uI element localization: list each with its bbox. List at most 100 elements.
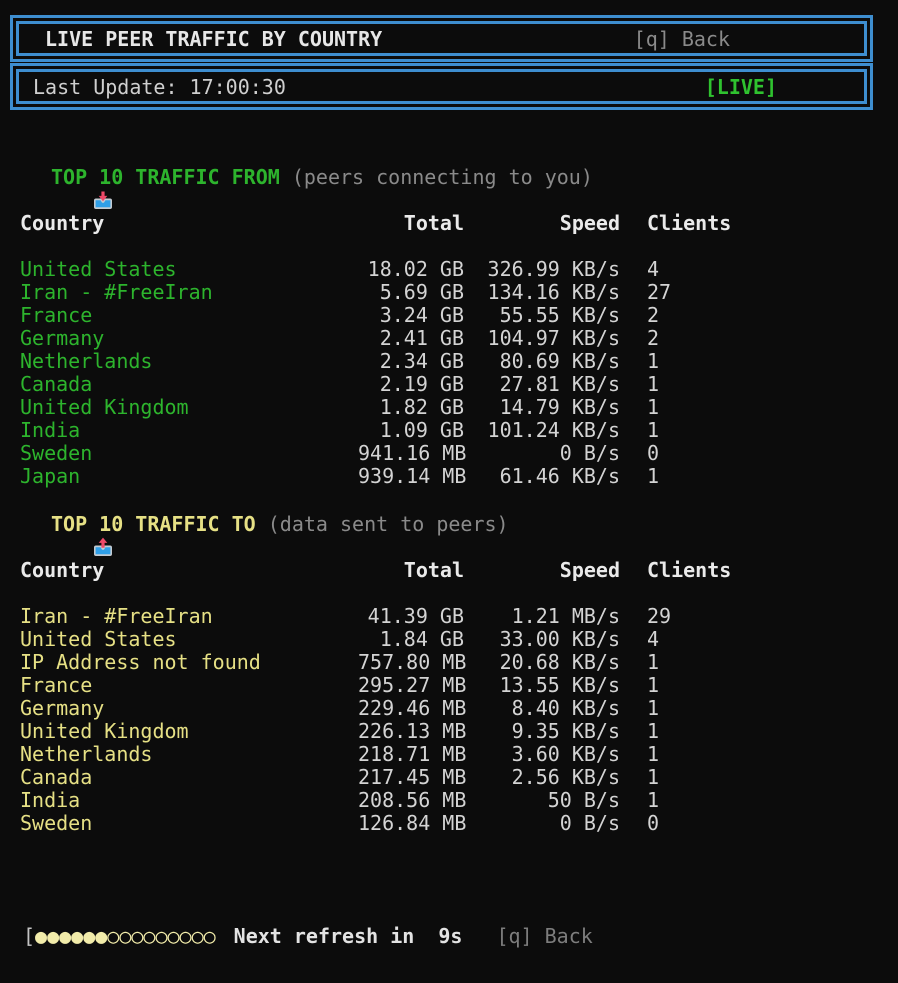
refresh-progress-dots: ●●●●●●○○○○○○○○○ [35,924,216,948]
total-cell: 226.13 MB [358,719,467,743]
total-cell: 218.71 MB [358,742,467,766]
clients-cell: 1 [647,765,660,789]
table-row: Germany 229.46 MB 8.40 KB/s 1 [20,697,898,720]
country-cell: United Kingdom [20,719,189,743]
live-badge: [LIVE] [704,74,777,99]
speed-cell: 9.35 KB/s [511,719,620,743]
speed-cell: 2.56 KB/s [511,765,620,789]
clients-cell: 1 [647,788,660,812]
clients-cell: 1 [647,650,660,674]
table-row: Iran - #FreeIran 41.39 GB 1.21 MB/s 29 [20,605,898,628]
column-header-clients: Clients [647,211,732,235]
table-row: France 295.27 MB 13.55 KB/s 1 [20,674,898,697]
clients-cell: 4 [647,627,660,651]
total-cell: 941.16 MB [358,441,467,465]
progress-bracket-open: [ [23,924,36,948]
column-header-speed: Speed [559,211,620,235]
speed-cell: 20.68 KB/s [499,650,620,674]
section-traffic-to-heading: TOP 10 TRAFFIC TO (data sent to peers) [20,511,898,556]
spacer [256,513,268,536]
country-cell: India [20,418,81,442]
clients-cell: 2 [647,326,660,350]
country-cell: Iran - #FreeIran [20,604,213,628]
total-cell: 1.82 GB [379,395,464,419]
clients-cell: 1 [647,742,660,766]
country-cell: Iran - #FreeIran [20,280,213,304]
total-cell: 2.19 GB [379,372,464,396]
speed-cell: 326.99 KB/s [487,257,620,281]
clients-cell: 1 [647,418,660,442]
column-header-country: Country [20,211,105,235]
speed-cell: 101.24 KB/s [487,418,620,442]
total-cell: 3.24 GB [379,303,464,327]
table-row: Sweden 126.84 MB 0 B/s 0 [20,812,898,835]
clients-cell: 1 [647,696,660,720]
clients-cell: 1 [647,673,660,697]
country-cell: United Kingdom [20,395,189,419]
column-header-total: Total [403,211,464,235]
table-row: Iran - #FreeIran 5.69 GB 134.16 KB/s 27 [20,281,898,304]
country-cell: France [20,303,93,327]
status-box: Last Update: 17:00:30 [LIVE] [10,63,873,110]
table-row: IP Address not found 757.80 MB 20.68 KB/… [20,651,898,674]
total-cell: 1.84 GB [379,627,464,651]
table-row: Sweden 941.16 MB 0 B/s 0 [20,442,898,465]
column-header-country: Country [20,558,105,582]
clients-cell: 0 [647,441,660,465]
table-row: Germany 2.41 GB 104.97 KB/s 2 [20,327,898,350]
footer-back-hint[interactable]: [q] Back [496,924,593,948]
table-row: Japan 939.14 MB 61.46 KB/s 1 [20,465,898,488]
clients-cell: 27 [647,280,672,304]
inbox-tray-icon [20,166,113,209]
country-cell: France [20,673,93,697]
table-row: Canada 217.45 MB 2.56 KB/s 1 [20,766,898,789]
clients-cell: 1 [647,395,660,419]
speed-cell: 0 B/s [559,441,620,465]
total-cell: 126.84 MB [358,811,467,835]
total-cell: 208.56 MB [358,788,467,812]
table-header: Country Total Speed Clients [20,212,898,235]
clients-cell: 2 [647,303,660,327]
table-row: United States 1.84 GB 33.00 KB/s 4 [20,628,898,651]
column-header-clients: Clients [647,558,732,582]
country-cell: Sweden [20,441,93,465]
total-cell: 295.27 MB [358,673,467,697]
clients-cell: 1 [647,349,660,373]
total-cell: 2.34 GB [379,349,464,373]
speed-cell: 1.21 MB/s [511,604,620,628]
back-hint[interactable]: [q] Back [633,26,730,51]
total-cell: 1.09 GB [379,418,464,442]
speed-cell: 27.81 KB/s [499,372,620,396]
header-boxes: LIVE PEER TRAFFIC BY COUNTRY [q] Back La… [10,15,873,110]
country-cell: Sweden [20,811,93,835]
speed-cell: 14.79 KB/s [499,395,620,419]
speed-cell: 33.00 KB/s [499,627,620,651]
country-cell: India [20,788,81,812]
footer-bar: [ ●●●●●●○○○○○○○○○ Next refresh in 9s [q]… [20,925,898,948]
country-cell: Netherlands [20,349,153,373]
speed-cell: 104.97 KB/s [487,326,620,350]
section-traffic-from-heading: TOP 10 TRAFFIC FROM (peers connecting to… [20,164,898,209]
section-title: TOP 10 TRAFFIC FROM [51,164,280,189]
clients-cell: 4 [647,257,660,281]
column-header-total: Total [403,558,464,582]
clients-cell: 29 [647,604,672,628]
country-cell: United States [20,257,177,281]
table-row: Netherlands 2.34 GB 80.69 KB/s 1 [20,350,898,373]
traffic-to-table: Iran - #FreeIran 41.39 GB 1.21 MB/s 29 U… [20,605,898,835]
table-header: Country Total Speed Clients [20,559,898,582]
clients-cell: 1 [647,719,660,743]
table-row: France 3.24 GB 55.55 KB/s 2 [20,304,898,327]
table-row: United Kingdom 226.13 MB 9.35 KB/s 1 [20,720,898,743]
country-cell: Germany [20,696,105,720]
country-cell: Japan [20,464,81,488]
total-cell: 757.80 MB [358,650,467,674]
speed-cell: 13.55 KB/s [499,673,620,697]
speed-cell: 55.55 KB/s [499,303,620,327]
speed-cell: 61.46 KB/s [499,464,620,488]
refresh-countdown: Next refresh in 9s [233,924,463,948]
clients-cell: 0 [647,811,660,835]
spacer [280,166,292,189]
section-subtitle: (data sent to peers) [267,511,509,536]
outbox-tray-icon [20,513,113,556]
